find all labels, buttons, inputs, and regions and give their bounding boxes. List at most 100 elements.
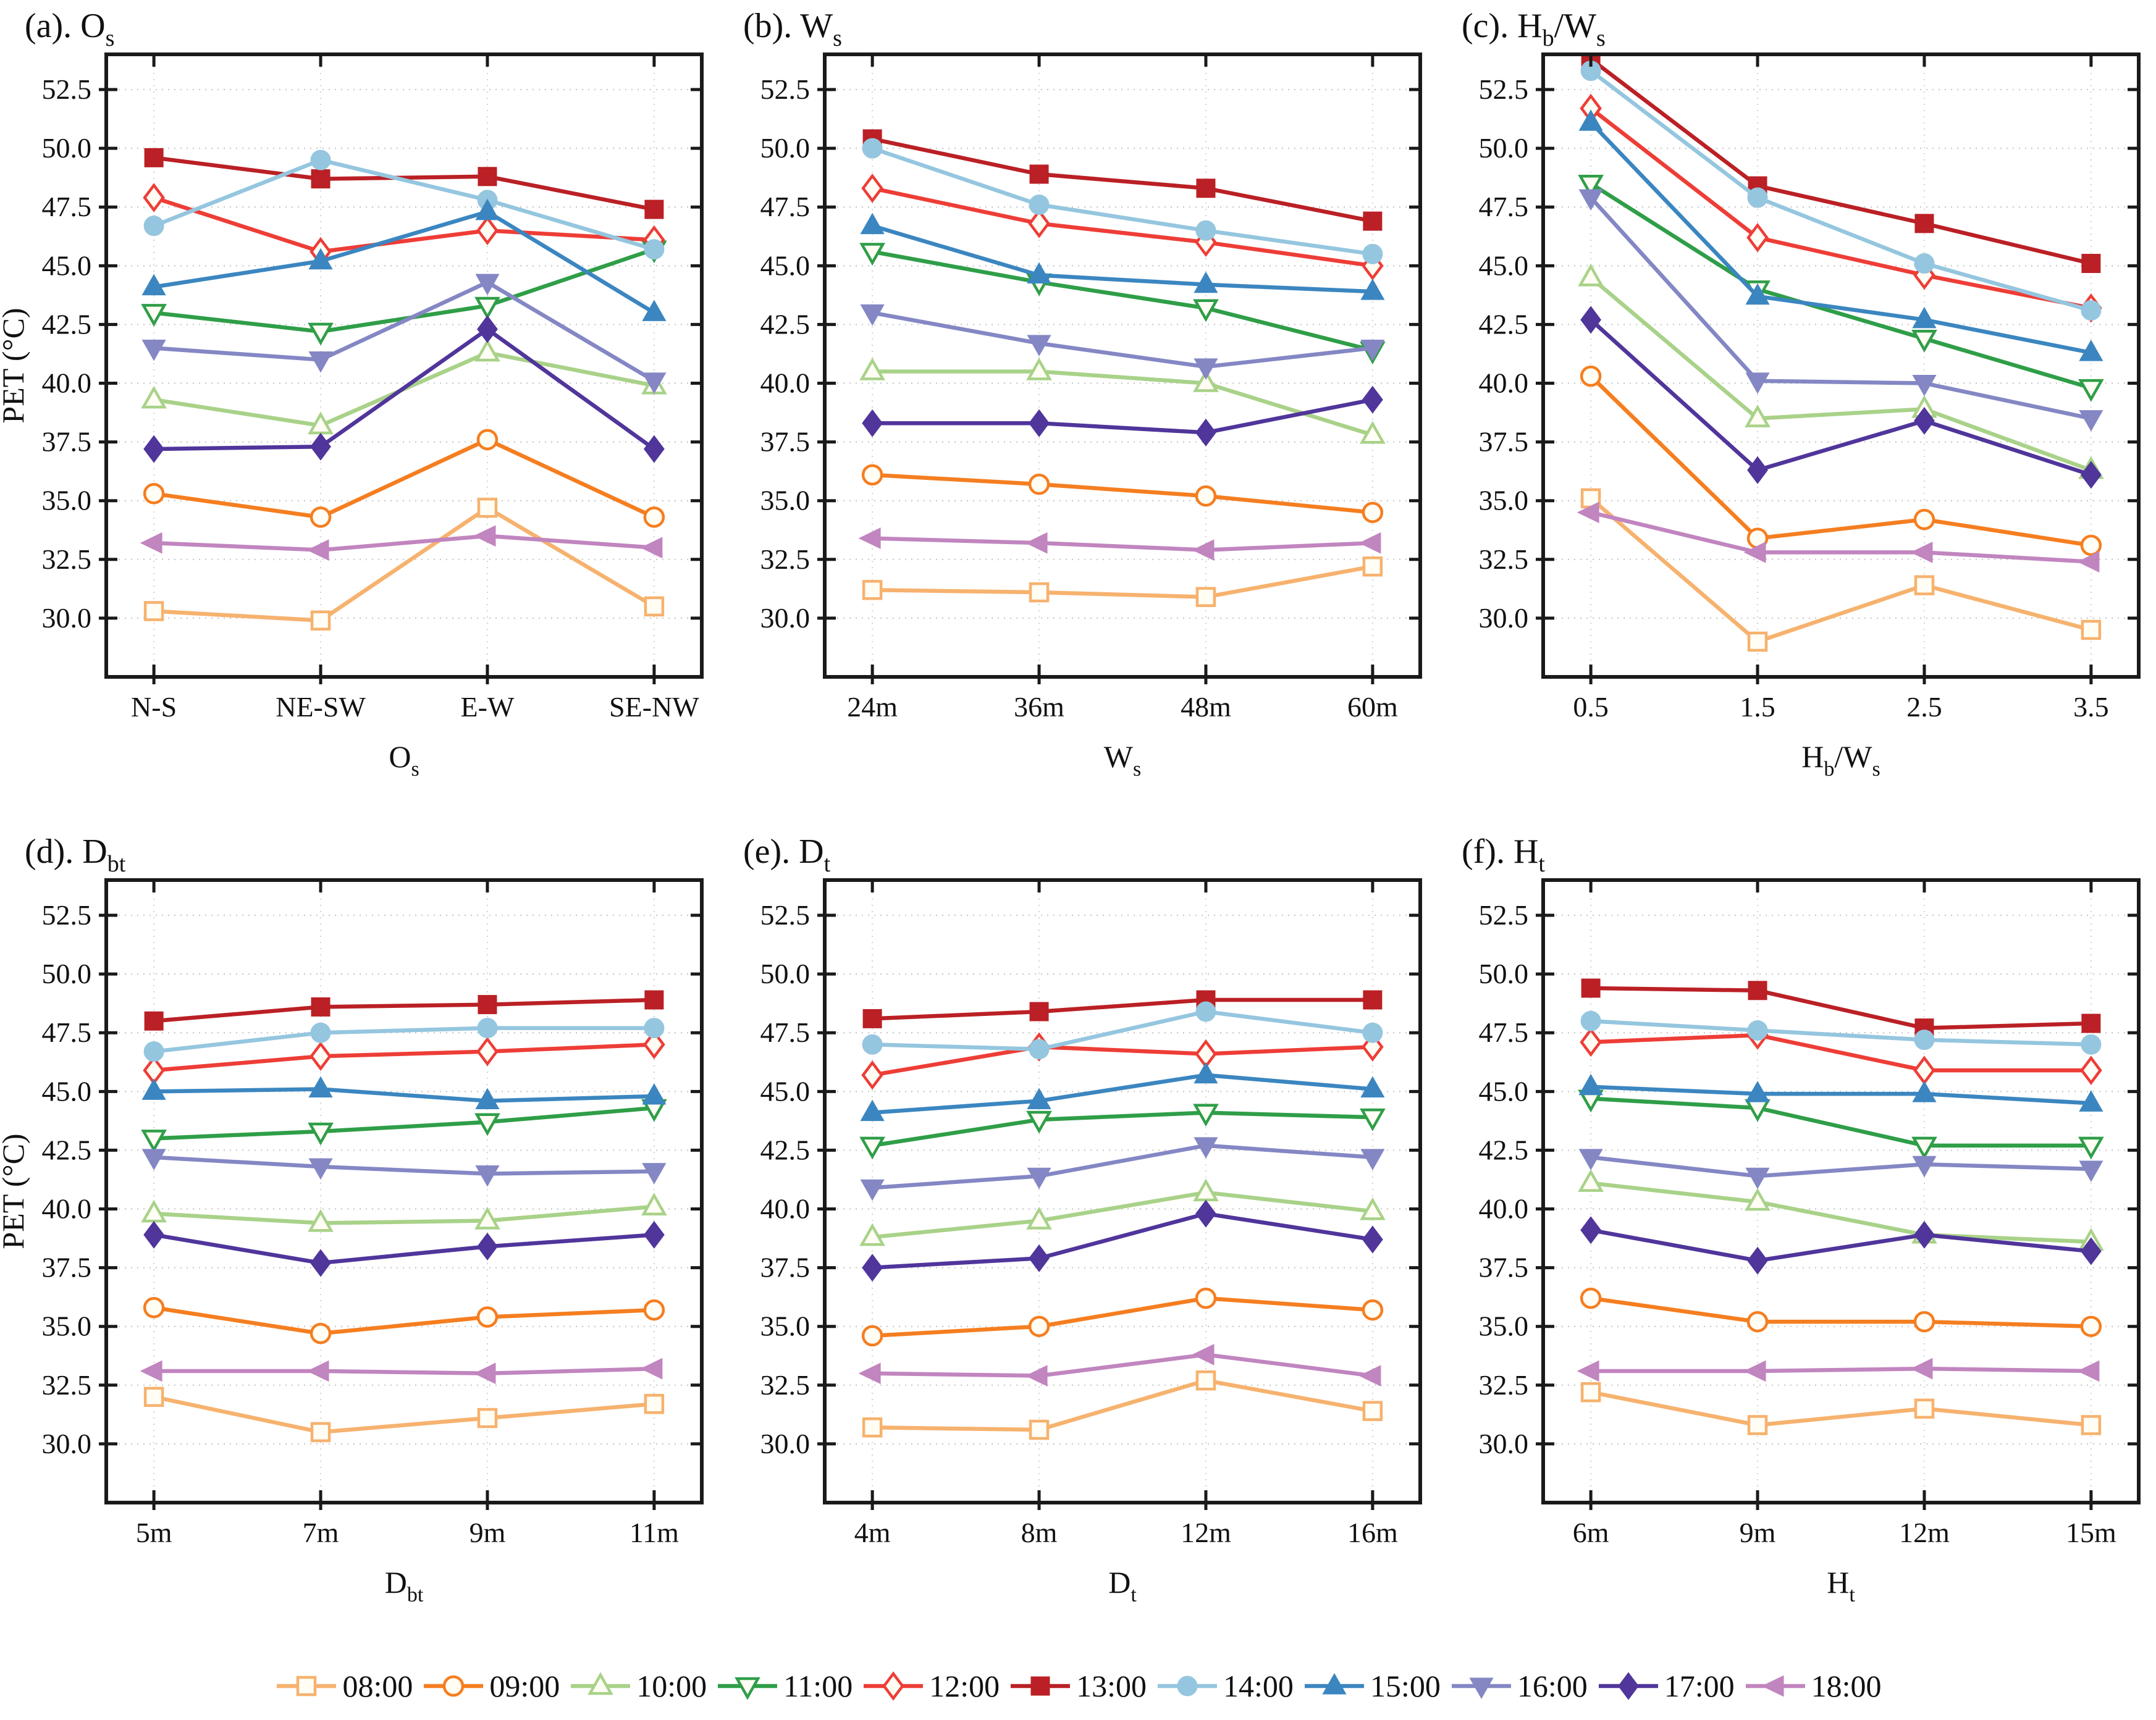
circle-open-icon <box>424 1675 484 1697</box>
svg-text:42.5: 42.5 <box>760 1134 811 1165</box>
svg-text:52.5: 52.5 <box>42 899 92 931</box>
svg-text:47.5: 47.5 <box>760 191 811 222</box>
legend-item-1600: 16:00 <box>1449 1668 1588 1704</box>
svg-text:50.0: 50.0 <box>760 958 811 989</box>
svg-text:45.0: 45.0 <box>1479 250 1529 281</box>
legend-label: 13:00 <box>1076 1668 1147 1703</box>
svg-text:52.5: 52.5 <box>42 73 92 105</box>
svg-text:16m: 16m <box>1347 1517 1398 1548</box>
svg-text:SE-NW: SE-NW <box>609 691 699 723</box>
svg-text:42.5: 42.5 <box>1479 1134 1529 1165</box>
line-chart-ht: 30.0 32.5 35.0 37.5 40.0 42.5 45.0 47.5 50.0 52.5… <box>1462 833 2141 1606</box>
svg-text:30.0: 30.0 <box>42 602 92 634</box>
svg-text:50.0: 50.0 <box>42 958 92 989</box>
svg-text:30.0: 30.0 <box>760 602 811 634</box>
svg-text:47.5: 47.5 <box>760 1017 811 1048</box>
triangle-up-filled-icon <box>1304 1672 1364 1694</box>
diamond-open-icon <box>864 1671 924 1701</box>
panel-a: 30.0 32.5 35.0 37.5 40.0 42.5 45.0 47.5 50.0 52.5… <box>0 0 718 826</box>
y-axis-label: PET (°C) <box>0 308 30 423</box>
svg-text:32.5: 32.5 <box>1479 543 1529 575</box>
svg-text:47.5: 47.5 <box>42 191 92 222</box>
svg-text:5m: 5m <box>136 1517 172 1548</box>
svg-text:37.5: 37.5 <box>42 426 92 458</box>
legend-label: 09:00 <box>489 1668 560 1703</box>
legend-item-1300: 13:00 <box>1008 1668 1147 1704</box>
svg-text:9m: 9m <box>470 1517 506 1548</box>
svg-text:35.0: 35.0 <box>42 1311 92 1342</box>
svg-text:37.5: 37.5 <box>760 426 811 458</box>
svg-text:36m: 36m <box>1014 691 1064 723</box>
panel-title: (b). Ws​ <box>743 7 842 51</box>
svg-text:3.5: 3.5 <box>2073 691 2109 723</box>
svg-text:37.5: 37.5 <box>1479 426 1529 458</box>
legend-label: 14:00 <box>1223 1668 1294 1703</box>
panel-title: (d). Dbt​ <box>25 833 126 877</box>
svg-text:42.5: 42.5 <box>42 308 92 340</box>
legend-label: 15:00 <box>1370 1668 1441 1703</box>
svg-text:12m: 12m <box>1899 1517 1950 1548</box>
svg-text:40.0: 40.0 <box>760 1193 811 1225</box>
svg-text:42.5: 42.5 <box>760 308 811 340</box>
svg-text:1.5: 1.5 <box>1740 691 1775 723</box>
panel-f: 30.0 32.5 35.0 37.5 40.0 42.5 45.0 47.5 50.0 52.5… <box>1437 826 2155 1651</box>
triangle-down-open-icon <box>718 1677 778 1700</box>
panel-title: (e). Dt​ <box>743 833 831 877</box>
svg-text:32.5: 32.5 <box>42 543 92 575</box>
x-axis-label: Ht​ <box>1827 1565 1855 1606</box>
legend-label: 08:00 <box>342 1668 413 1703</box>
legend-item-1200: 12:00 <box>861 1668 1000 1704</box>
line-chart-dbt: 30.0 32.5 35.0 37.5 40.0 42.5 45.0 47.5 50.0 52.5… <box>0 833 704 1606</box>
x-axis-label: Dt​ <box>1108 1565 1137 1606</box>
panel-title: (a). Os​ <box>25 7 114 51</box>
svg-text:6m: 6m <box>1573 1517 1609 1548</box>
legend-label: 10:00 <box>636 1668 707 1703</box>
svg-text:7m: 7m <box>303 1517 339 1548</box>
svg-text:4m: 4m <box>854 1517 891 1548</box>
svg-text:50.0: 50.0 <box>760 132 811 164</box>
legend-item-0800: 08:00 <box>274 1668 413 1704</box>
x-axis-label: Dbt​ <box>385 1565 424 1606</box>
triangle-down-filled-icon <box>1451 1677 1511 1699</box>
svg-text:52.5: 52.5 <box>1479 899 1529 931</box>
svg-text:35.0: 35.0 <box>1479 1311 1529 1342</box>
panel-d: 30.0 32.5 35.0 37.5 40.0 42.5 45.0 47.5 50.0 52.5… <box>0 826 718 1651</box>
svg-text:12m: 12m <box>1181 1517 1231 1548</box>
svg-text:42.5: 42.5 <box>42 1134 92 1165</box>
svg-text:24m: 24m <box>847 691 898 723</box>
triangle-up-open-icon <box>571 1671 631 1695</box>
circle-filled-icon <box>1158 1676 1218 1696</box>
svg-text:45.0: 45.0 <box>760 1075 811 1107</box>
legend-item-1000: 10:00 <box>568 1668 707 1704</box>
legend-item-1400: 14:00 <box>1155 1668 1294 1704</box>
svg-text:40.0: 40.0 <box>1479 1193 1529 1225</box>
svg-text:E-W: E-W <box>461 691 515 723</box>
svg-text:30.0: 30.0 <box>760 1428 811 1459</box>
svg-text:35.0: 35.0 <box>42 485 92 516</box>
svg-text:60m: 60m <box>1347 691 1398 723</box>
legend-label: 12:00 <box>929 1668 1000 1703</box>
x-axis-label: Os​ <box>389 739 419 781</box>
square-filled-icon <box>1011 1676 1071 1695</box>
svg-text:32.5: 32.5 <box>760 1369 811 1401</box>
legend-label: 17:00 <box>1664 1668 1735 1703</box>
svg-text:47.5: 47.5 <box>42 1017 92 1048</box>
svg-text:50.0: 50.0 <box>42 132 92 164</box>
legend-item-1100: 11:00 <box>715 1668 853 1704</box>
svg-text:11m: 11m <box>630 1517 679 1548</box>
svg-text:35.0: 35.0 <box>760 485 811 516</box>
line-chart-hbws: 30.0 32.5 35.0 37.5 40.0 42.5 45.0 47.5 50.0 52.5… <box>1462 7 2141 781</box>
svg-text:37.5: 37.5 <box>760 1252 811 1283</box>
x-axis-label: Hb​/Ws​ <box>1801 739 1880 781</box>
legend-item-1800: 18:00 <box>1743 1668 1882 1704</box>
legend-label: 16:00 <box>1517 1668 1588 1703</box>
panel-c: 30.0 32.5 35.0 37.5 40.0 42.5 45.0 47.5 50.0 52.5… <box>1437 0 2155 826</box>
svg-text:52.5: 52.5 <box>1479 73 1529 105</box>
line-chart-dt: 30.0 32.5 35.0 37.5 40.0 42.5 45.0 47.5 50.0 52.5… <box>743 833 1422 1606</box>
svg-text:2.5: 2.5 <box>1906 691 1942 723</box>
legend-item-1500: 15:00 <box>1302 1668 1441 1704</box>
svg-text:42.5: 42.5 <box>1479 308 1529 340</box>
panel-e: 30.0 32.5 35.0 37.5 40.0 42.5 45.0 47.5 50.0 52.5… <box>718 826 1437 1651</box>
svg-text:48m: 48m <box>1181 691 1231 723</box>
svg-text:30.0: 30.0 <box>1479 602 1529 634</box>
